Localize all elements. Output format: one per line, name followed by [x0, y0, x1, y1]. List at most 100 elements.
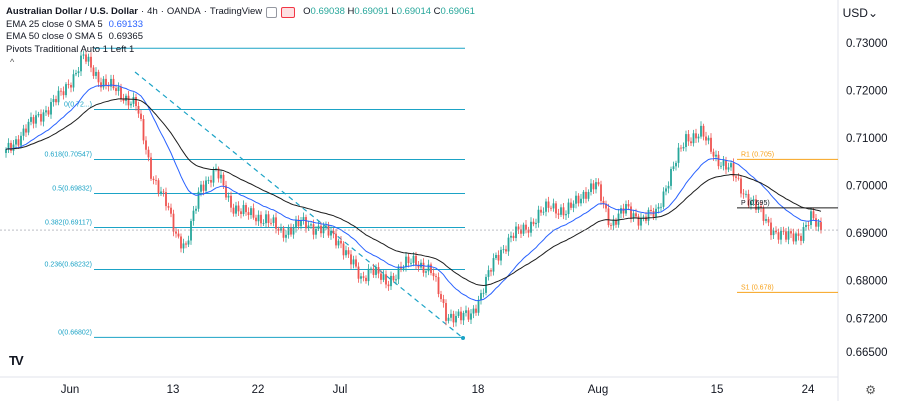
- candle: [307, 220, 310, 231]
- candle: [290, 223, 292, 237]
- candle: [295, 215, 297, 233]
- fib-retracement: 0(0.72...) 0.618(0.70547) 0.5(0.69832) 0.38…: [45, 47, 465, 338]
- candle: [687, 130, 690, 146]
- tradingview-logo-icon[interactable]: TV: [9, 353, 24, 368]
- candle: [610, 222, 612, 230]
- candle: [435, 273, 437, 282]
- collapse-legend-icon[interactable]: ^: [10, 57, 15, 67]
- candle: [465, 305, 467, 317]
- candle: [175, 227, 177, 238]
- pivots-row[interactable]: Pivots Traditional Auto 1 Left 1: [6, 44, 475, 57]
- candle: [370, 266, 372, 274]
- close-value: 0.69061: [440, 6, 475, 17]
- ema25-row[interactable]: EMA 25 close 0 SMA 5 0.69133: [6, 19, 475, 32]
- candle: [280, 223, 282, 233]
- candle: [552, 198, 555, 212]
- candle: [547, 196, 550, 213]
- candle: [437, 272, 440, 298]
- candle: [755, 194, 757, 213]
- candle: [532, 218, 535, 227]
- alert-icon[interactable]: [281, 6, 296, 18]
- interval-label[interactable]: 4h: [147, 6, 158, 17]
- candle: [97, 69, 100, 87]
- candle: [260, 211, 262, 227]
- candle: [640, 213, 642, 231]
- candle: [740, 175, 742, 198]
- candle: [132, 92, 135, 108]
- candle: [627, 200, 630, 211]
- time-axis[interactable]: Jun 13 22 Jul 18 Aug 15 24: [61, 384, 815, 396]
- candle: [647, 207, 650, 226]
- candle: [20, 131, 22, 149]
- candle: [407, 253, 410, 268]
- pivot-label-1: P (0.695): [741, 200, 770, 207]
- candle: [227, 192, 230, 202]
- open-value: 0.69038: [310, 6, 345, 17]
- candle: [507, 233, 510, 256]
- price-tick-label-5: 0.68000: [846, 276, 888, 288]
- ema50-value: 0.69365: [108, 31, 143, 42]
- candle: [462, 310, 465, 326]
- candle: [710, 133, 712, 155]
- candle: [517, 224, 520, 235]
- compare-icon[interactable]: [266, 6, 278, 18]
- candle: [237, 201, 240, 216]
- candle: [302, 212, 305, 225]
- candle: [405, 251, 407, 272]
- candle: [337, 238, 340, 249]
- candle: [620, 205, 622, 219]
- candle: [735, 174, 737, 182]
- candle: [565, 210, 567, 221]
- candle: [567, 198, 570, 218]
- candle: [140, 109, 142, 122]
- candle: [752, 195, 755, 206]
- candle: [402, 264, 405, 272]
- candle: [770, 217, 772, 240]
- candle: [47, 106, 50, 117]
- price-axis[interactable]: 0.73000 0.72000 0.71000 0.70000 0.69000 0.680…: [846, 38, 888, 359]
- price-tick-label-3: 0.70000: [846, 181, 888, 193]
- gear-icon[interactable]: ⚙: [865, 383, 876, 397]
- candle: [155, 175, 157, 185]
- candle: [37, 111, 40, 118]
- candle: [625, 200, 627, 216]
- candle: [742, 188, 745, 199]
- candle: [215, 163, 217, 172]
- candle: [130, 101, 132, 109]
- candle: [802, 222, 805, 244]
- candle: [587, 189, 590, 202]
- candle: [460, 306, 462, 325]
- price-tick-label-0: 0.73000: [846, 38, 888, 50]
- candle: [417, 260, 420, 272]
- candle: [790, 228, 792, 239]
- price-tick-label-4: 0.69000: [846, 228, 888, 240]
- candle: [667, 181, 670, 194]
- currency-selector[interactable]: USD⌄: [843, 6, 878, 20]
- candle: [657, 203, 660, 214]
- fib-level-label-2: 0.618(0.70547): [45, 152, 92, 159]
- candle: [360, 273, 362, 284]
- candle: [142, 115, 145, 145]
- ema50-row[interactable]: EMA 50 close 0 SMA 5 0.69365: [6, 31, 475, 44]
- candle: [70, 82, 72, 93]
- candle: [522, 222, 525, 237]
- ema50-label: EMA 50 close 0 SMA 5: [6, 31, 103, 42]
- candle: [165, 187, 167, 211]
- candle: [727, 162, 730, 173]
- candle: [682, 142, 685, 152]
- fib-level-label-6: 0(0.66802): [58, 329, 92, 336]
- candle: [50, 98, 52, 119]
- candle: [340, 235, 342, 249]
- candle: [162, 188, 165, 197]
- candle: [245, 202, 247, 216]
- candle: [17, 135, 20, 149]
- candle: [630, 202, 632, 223]
- pivot-label-0: R1 (0.705): [741, 151, 774, 158]
- candle: [535, 218, 537, 229]
- symbol-name[interactable]: Australian Dollar / U.S. Dollar: [6, 6, 138, 17]
- candle: [725, 156, 727, 174]
- candle: [265, 210, 267, 228]
- candle: [592, 180, 595, 195]
- candle: [590, 178, 592, 196]
